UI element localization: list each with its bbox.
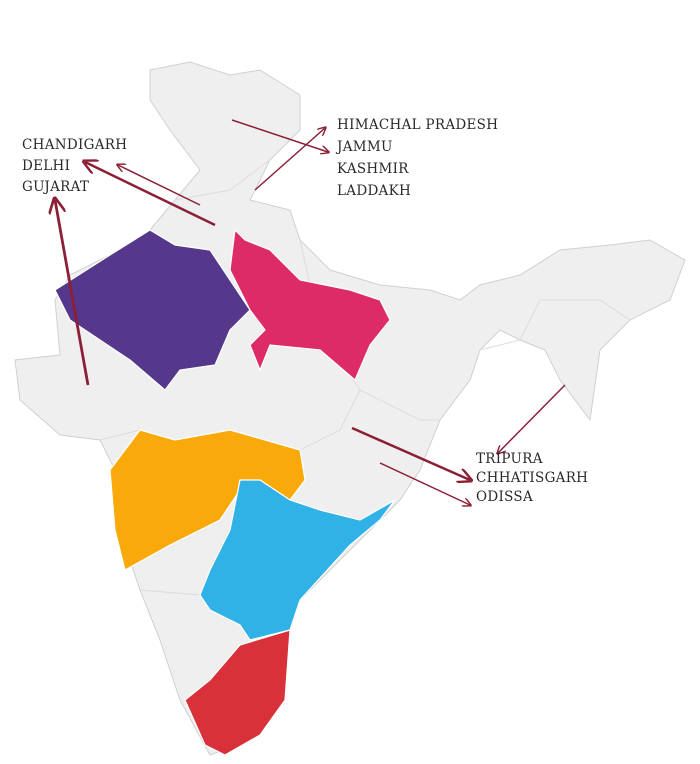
region-label: DELHI	[22, 158, 70, 174]
arrow	[254, 128, 325, 191]
arrow	[55, 200, 90, 386]
arrow	[231, 119, 328, 152]
state-blue	[199, 479, 396, 641]
region-label: GUJARAT	[22, 179, 89, 195]
region-label: HIMACHAL PRADESH	[337, 117, 498, 133]
region-label: CHHATISGARH	[476, 470, 588, 486]
region-label: LADDAKH	[337, 183, 411, 199]
india-outline	[14, 61, 686, 756]
region-label: CHANDIGARH	[22, 137, 127, 153]
arrow	[118, 165, 201, 206]
arrow	[379, 462, 470, 505]
state-purple	[54, 229, 251, 391]
region-label: KASHMIR	[337, 161, 409, 177]
arrow	[85, 162, 216, 227]
arrows	[55, 119, 566, 505]
state-red	[184, 629, 291, 756]
region-label: JAMMU	[335, 139, 393, 155]
region-label: ODISSA	[476, 489, 533, 505]
arrow	[498, 384, 566, 453]
state-pink	[229, 228, 391, 381]
region-label: TRIPURA	[476, 451, 543, 467]
arrow	[351, 426, 470, 480]
